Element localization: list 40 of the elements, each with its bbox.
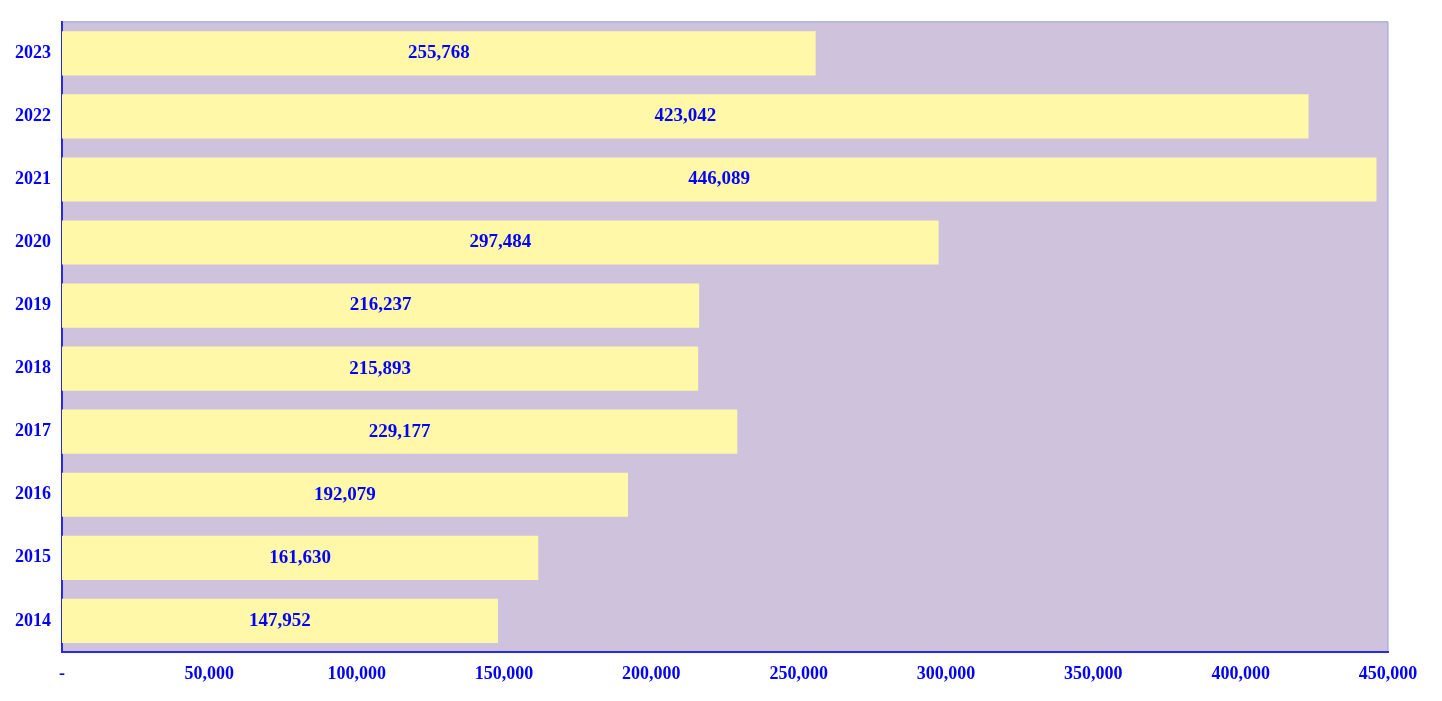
data-label: 423,042 xyxy=(654,104,717,126)
x-tick-label: 350,000 xyxy=(1064,662,1123,683)
bar xyxy=(62,157,1377,202)
data-label: 161,630 xyxy=(269,545,332,567)
y-tick-label: 2021 xyxy=(15,168,51,189)
x-tick-label: 250,000 xyxy=(769,662,828,683)
bar xyxy=(62,472,628,517)
x-tick-label: 450,000 xyxy=(1358,662,1418,683)
bar xyxy=(62,409,738,454)
y-tick-label: 2015 xyxy=(15,546,51,567)
y-tick-label: 2016 xyxy=(15,483,51,504)
data-label: 446,089 xyxy=(688,167,751,189)
bar xyxy=(62,346,699,391)
bar xyxy=(62,94,1309,139)
data-label: 215,893 xyxy=(349,356,411,378)
bar xyxy=(62,220,939,265)
bar xyxy=(62,283,700,328)
y-tick-label: 2017 xyxy=(15,420,51,441)
bar xyxy=(62,598,498,643)
bar xyxy=(62,535,539,580)
data-label: 255,768 xyxy=(407,41,470,63)
data-label: 147,952 xyxy=(249,608,311,630)
y-tick-label: 2020 xyxy=(15,231,51,252)
data-label: 229,177 xyxy=(368,419,432,441)
y-tick-label: 2019 xyxy=(15,294,51,315)
y-tick-label: 2023 xyxy=(15,41,51,62)
y-tick-label: 2022 xyxy=(15,105,51,126)
data-label: 297,484 xyxy=(469,230,532,252)
x-tick-label: 200,000 xyxy=(622,662,681,683)
x-tick-label: 400,000 xyxy=(1211,662,1270,683)
bar xyxy=(62,31,816,76)
y-tick-label: 2014 xyxy=(15,609,51,630)
x-tick-label: 100,000 xyxy=(327,662,386,683)
x-tick-label: 150,000 xyxy=(474,662,534,683)
x-tick-label: - xyxy=(59,662,65,683)
x-tick-label: 300,000 xyxy=(916,662,976,683)
data-label: 192,079 xyxy=(314,482,376,504)
x-tick-label: 50,000 xyxy=(184,662,235,683)
data-label: 216,237 xyxy=(349,293,412,315)
y-tick-label: 2018 xyxy=(15,357,51,378)
